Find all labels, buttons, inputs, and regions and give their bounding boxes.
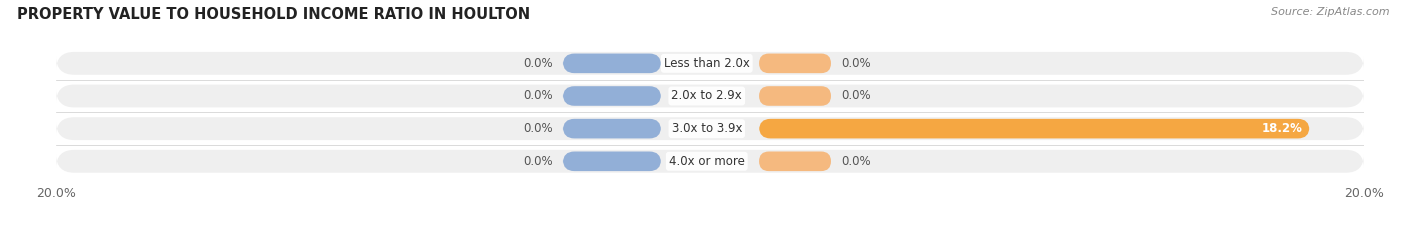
FancyBboxPatch shape <box>56 84 1364 107</box>
Text: Source: ZipAtlas.com: Source: ZipAtlas.com <box>1271 7 1389 17</box>
FancyBboxPatch shape <box>56 117 1364 140</box>
Text: 2.0x to 2.9x: 2.0x to 2.9x <box>672 89 742 102</box>
FancyBboxPatch shape <box>759 54 831 73</box>
Text: 0.0%: 0.0% <box>841 89 870 102</box>
Text: 0.0%: 0.0% <box>523 57 553 70</box>
FancyBboxPatch shape <box>56 52 1364 75</box>
Text: Less than 2.0x: Less than 2.0x <box>664 57 749 70</box>
FancyBboxPatch shape <box>562 54 661 73</box>
Text: 0.0%: 0.0% <box>523 89 553 102</box>
Text: 18.2%: 18.2% <box>1263 122 1303 135</box>
Text: 0.0%: 0.0% <box>523 122 553 135</box>
Legend: Without Mortgage, With Mortgage: Without Mortgage, With Mortgage <box>576 230 844 234</box>
Text: PROPERTY VALUE TO HOUSEHOLD INCOME RATIO IN HOULTON: PROPERTY VALUE TO HOUSEHOLD INCOME RATIO… <box>17 7 530 22</box>
FancyBboxPatch shape <box>759 151 831 171</box>
FancyBboxPatch shape <box>56 150 1364 173</box>
Text: 4.0x or more: 4.0x or more <box>669 155 745 168</box>
FancyBboxPatch shape <box>759 119 1309 139</box>
Text: 3.0x to 3.9x: 3.0x to 3.9x <box>672 122 742 135</box>
FancyBboxPatch shape <box>562 151 661 171</box>
FancyBboxPatch shape <box>759 86 831 106</box>
Text: 0.0%: 0.0% <box>841 155 870 168</box>
Text: 0.0%: 0.0% <box>841 57 870 70</box>
Text: 0.0%: 0.0% <box>523 155 553 168</box>
FancyBboxPatch shape <box>562 86 661 106</box>
FancyBboxPatch shape <box>562 119 661 139</box>
